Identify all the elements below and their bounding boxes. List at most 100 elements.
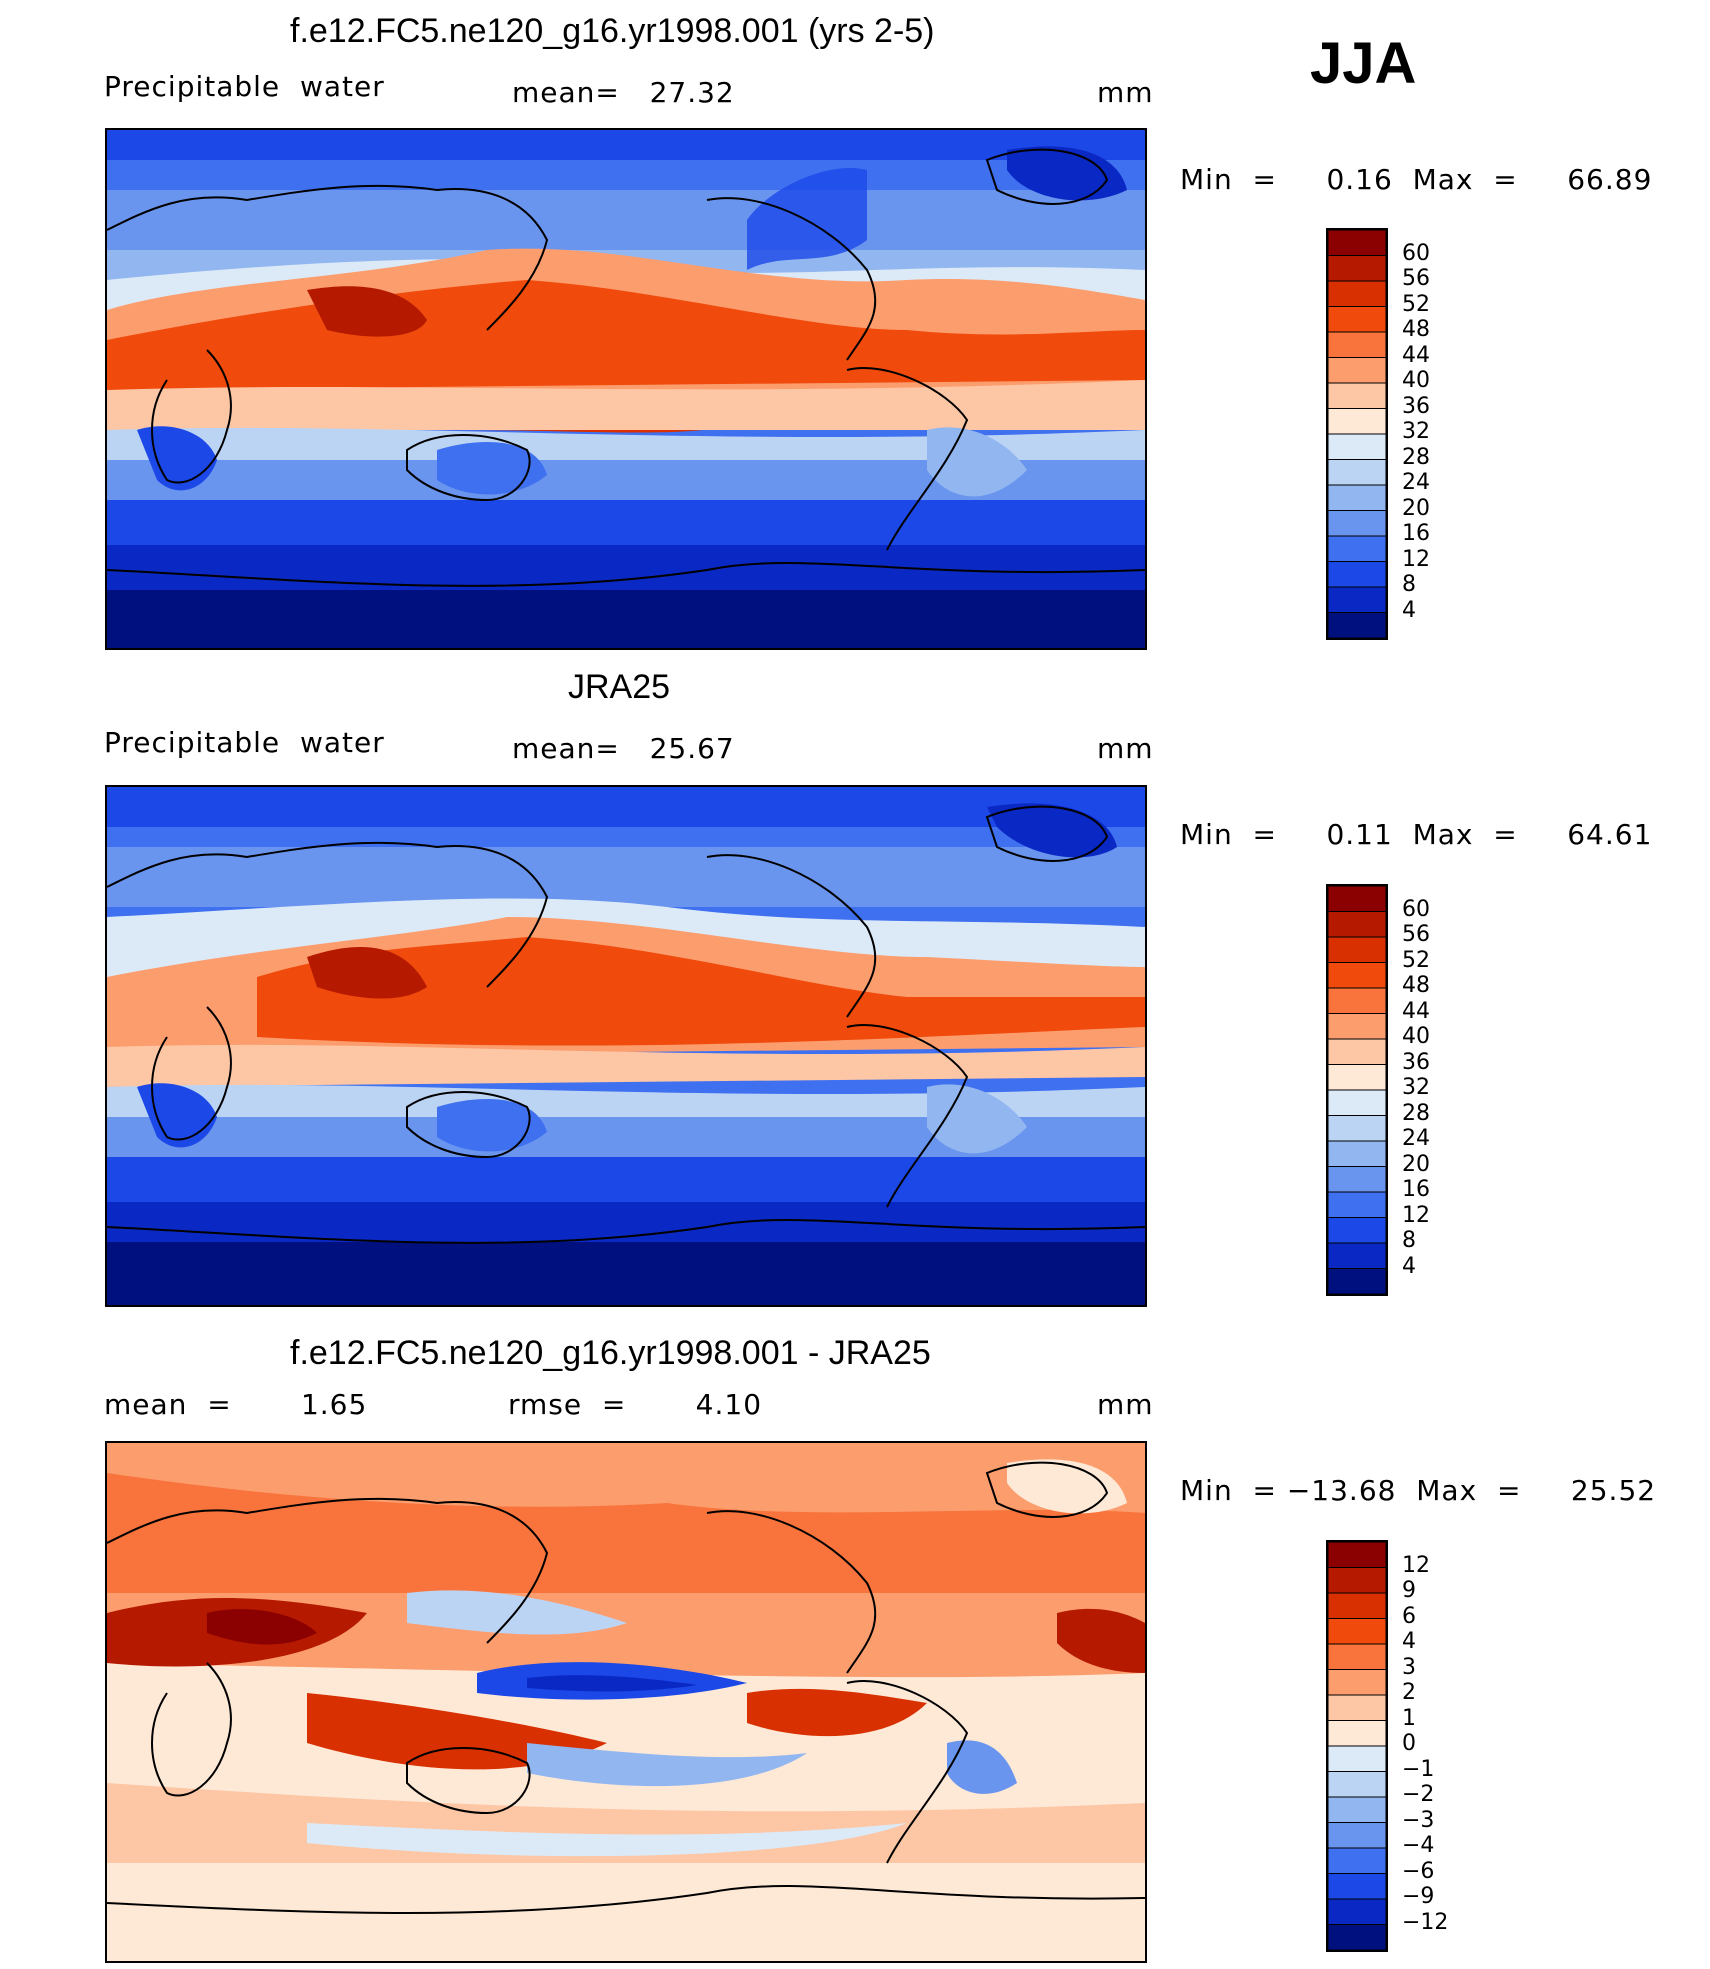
colorbar-tick-label: 4 (1402, 1629, 1416, 1654)
panel1-variable-label: Precipitable water (104, 70, 385, 103)
colorbar-tick-label: 48 (1402, 317, 1430, 342)
colorbar-tick-label: 4 (1402, 1253, 1416, 1279)
colorbar-box (1328, 987, 1386, 1014)
colorbar-tick-label: 40 (1402, 368, 1430, 393)
colorbar-box (1328, 484, 1386, 511)
panel3-rmse-label: rmse = 4.10 (508, 1388, 763, 1421)
colorbar-box (1328, 1542, 1386, 1568)
panel3-colorbar (1326, 1540, 1388, 1952)
colorbar-tick-label: 1 (1402, 1705, 1416, 1731)
panel1-mean-label: mean= 27.32 (512, 76, 735, 109)
season-label: JJA (1310, 31, 1417, 96)
colorbar-tick-label: 0 (1402, 1731, 1416, 1756)
colorbar-box (1328, 382, 1386, 409)
colorbar-box (1328, 1643, 1386, 1670)
colorbar-box (1328, 612, 1386, 638)
colorbar-box (1328, 1038, 1386, 1065)
colorbar-tick-label: 36 (1402, 393, 1430, 419)
colorbar-box (1328, 1694, 1386, 1721)
colorbar-tick-label: 8 (1402, 1228, 1416, 1253)
colorbar-tick-label: −6 (1402, 1858, 1435, 1884)
colorbar-box (1328, 936, 1386, 963)
colorbar-tick-label: 3 (1402, 1654, 1416, 1680)
colorbar-tick-label: 24 (1402, 1126, 1430, 1151)
colorbar-box (1328, 510, 1386, 537)
colorbar-box (1328, 1013, 1386, 1040)
colorbar-box (1328, 1140, 1386, 1167)
colorbar-box (1328, 1567, 1386, 1594)
colorbar-box (1328, 1796, 1386, 1823)
panel1-map (105, 128, 1147, 650)
panel3-minmax: Min = −13.68 Max = 25.52 (1180, 1474, 1657, 1507)
colorbar-tick-label: 56 (1402, 922, 1430, 947)
colorbar-box (1328, 1822, 1386, 1849)
colorbar-tick-label: −12 (1402, 1909, 1449, 1935)
colorbar-box (1328, 586, 1386, 613)
colorbar-tick-label: 2 (1402, 1680, 1416, 1705)
colorbar-box (1328, 306, 1386, 333)
colorbar-tick-label: 40 (1402, 1024, 1430, 1049)
colorbar-tick-label: −4 (1402, 1833, 1435, 1858)
colorbar-tick-label: 48 (1402, 973, 1430, 998)
colorbar-box (1328, 886, 1386, 912)
panel1-minmax: Min = 0.16 Max = 66.89 (1180, 163, 1653, 196)
colorbar-tick-label: 12 (1402, 1552, 1430, 1578)
colorbar-box (1328, 1924, 1386, 1950)
colorbar-tick-label: 4 (1402, 597, 1416, 623)
colorbar-box (1328, 255, 1386, 282)
panel3-title: f.e12.FC5.ne120_g16.yr1998.001 - JRA25 (290, 1334, 931, 1372)
colorbar-tick-label: 56 (1402, 266, 1430, 291)
colorbar-box (1328, 1873, 1386, 1900)
colorbar-tick-label: 32 (1402, 419, 1430, 444)
colorbar-box (1328, 408, 1386, 435)
colorbar-tick-label: 52 (1402, 947, 1430, 973)
colorbar-box (1328, 1268, 1386, 1294)
panel3-units-label: mm (1097, 1388, 1154, 1421)
panel1-units-label: mm (1097, 76, 1154, 109)
panel1-colorbar (1326, 228, 1388, 640)
colorbar-tick-label: 6 (1402, 1603, 1416, 1629)
panel2-minmax: Min = 0.11 Max = 64.61 (1180, 818, 1653, 851)
colorbar-box (1328, 1064, 1386, 1091)
colorbar-tick-label: 12 (1402, 546, 1430, 572)
colorbar-tick-label: 24 (1402, 470, 1430, 495)
colorbar-tick-label: 60 (1402, 896, 1430, 922)
panel2-mean-label: mean= 25.67 (512, 732, 735, 765)
colorbar-box (1328, 1115, 1386, 1142)
colorbar-tick-label: −9 (1402, 1884, 1435, 1909)
colorbar-box (1328, 561, 1386, 588)
colorbar-tick-label: 9 (1402, 1578, 1416, 1603)
panel2-title: JRA25 (568, 668, 671, 706)
colorbar-box (1328, 1191, 1386, 1218)
colorbar-tick-label: 16 (1402, 521, 1430, 546)
colorbar-box (1328, 1242, 1386, 1269)
colorbar-box (1328, 1592, 1386, 1619)
colorbar-box (1328, 911, 1386, 938)
colorbar-box (1328, 1720, 1386, 1747)
colorbar-tick-label: 32 (1402, 1075, 1430, 1100)
colorbar-box (1328, 459, 1386, 486)
panel2-colorbar (1326, 884, 1388, 1296)
colorbar-box (1328, 1898, 1386, 1925)
colorbar-tick-label: 28 (1402, 1100, 1430, 1126)
colorbar-tick-label: −1 (1402, 1756, 1435, 1782)
colorbar-box (1328, 1771, 1386, 1798)
colorbar-box (1328, 962, 1386, 989)
panel3-map (105, 1441, 1147, 1963)
colorbar-box (1328, 230, 1386, 256)
colorbar-box (1328, 1669, 1386, 1696)
colorbar-tick-label: 8 (1402, 572, 1416, 597)
colorbar-tick-label: 60 (1402, 240, 1430, 266)
colorbar-box (1328, 1089, 1386, 1116)
colorbar-tick-label: 44 (1402, 342, 1430, 368)
colorbar-tick-label: 52 (1402, 291, 1430, 317)
colorbar-box (1328, 1745, 1386, 1772)
colorbar-tick-label: −3 (1402, 1807, 1435, 1833)
panel2-units-label: mm (1097, 732, 1154, 765)
colorbar-box (1328, 535, 1386, 562)
colorbar-tick-label: 44 (1402, 998, 1430, 1024)
colorbar-tick-label: 16 (1402, 1177, 1430, 1202)
colorbar-tick-label: 28 (1402, 444, 1430, 470)
colorbar-box (1328, 1166, 1386, 1193)
colorbar-tick-label: 36 (1402, 1049, 1430, 1075)
